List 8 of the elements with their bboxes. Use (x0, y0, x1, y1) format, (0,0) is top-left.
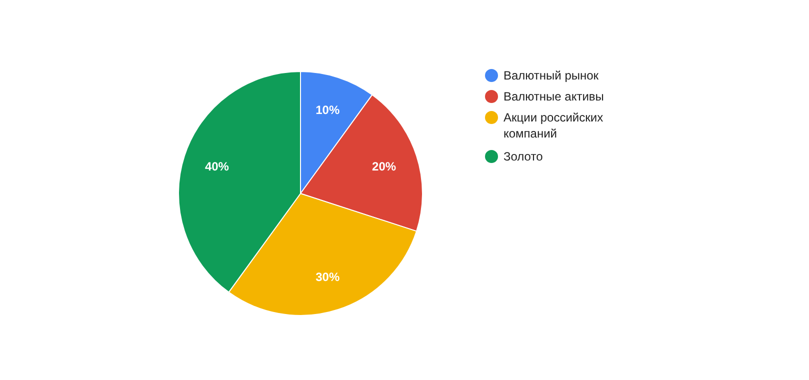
data-label: 20% (372, 159, 396, 174)
legend-label: Валютные активы (504, 90, 604, 104)
data-label: 10% (316, 102, 340, 117)
legend-label: Акции российских компаний (504, 110, 604, 140)
data-label: 40% (204, 159, 230, 174)
data-label: 30% (316, 270, 340, 284)
legend-label: Валютный рынок (504, 68, 600, 82)
legend-label: Золото (504, 150, 544, 164)
